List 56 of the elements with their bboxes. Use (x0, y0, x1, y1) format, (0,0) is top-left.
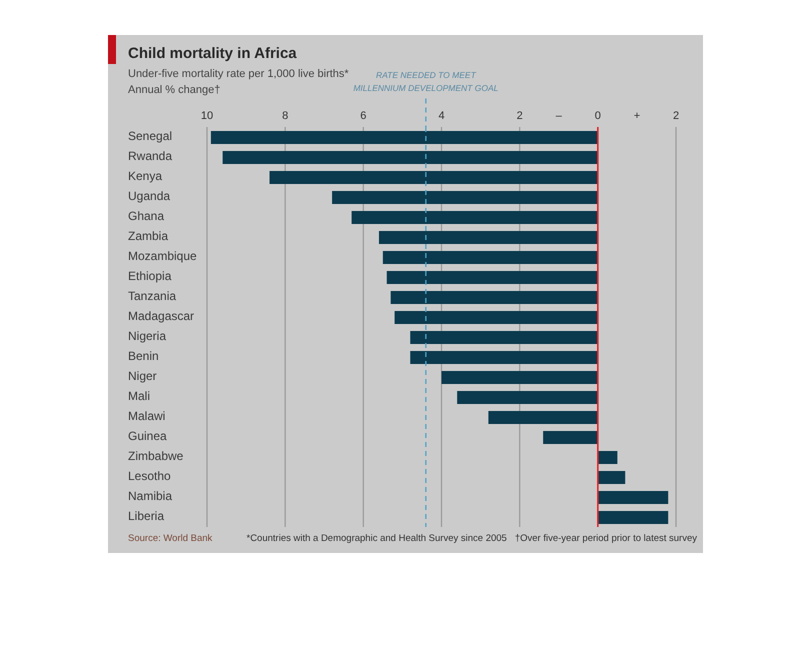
bar (598, 451, 618, 464)
y-tick-label: Malawi (128, 409, 166, 424)
chart-title: Child mortality in Africa (128, 45, 297, 62)
bar (543, 431, 598, 444)
y-tick-label: Ghana (128, 209, 164, 224)
bar (386, 271, 598, 284)
x-tick-label: 2 (516, 110, 523, 122)
bar (270, 171, 598, 184)
y-tick-label: Senegal (128, 129, 172, 144)
y-tick-label: Mali (128, 389, 150, 404)
y-tick-label: Liberia (128, 509, 164, 524)
bar (378, 231, 598, 244)
bar (410, 331, 598, 344)
bar (390, 291, 598, 304)
bar (442, 371, 598, 384)
source-note: Source: World Bank (128, 533, 212, 544)
y-tick-label: Rwanda (128, 149, 172, 164)
y-tick-label: Zambia (128, 229, 168, 244)
y-tick-label: Uganda (128, 189, 170, 204)
x-tick-label: 6 (360, 110, 366, 122)
x-tick-label: – (556, 110, 563, 122)
bar (352, 211, 598, 224)
bar (382, 251, 598, 264)
bar (598, 491, 668, 504)
y-tick-label: Madagascar (128, 309, 194, 324)
bar (598, 511, 668, 524)
y-tick-label: Zimbabwe (128, 449, 184, 464)
x-tick-label: 8 (282, 110, 288, 122)
bar (410, 351, 598, 364)
y-tick-label: Ethiopia (128, 269, 172, 284)
x-tick-label: + (634, 110, 640, 122)
y-tick-label: Niger (128, 369, 157, 384)
ref-line-label: RATE NEEDED TO MEET MILLENNIUM DEVELOPMENT GOAL (353, 70, 499, 93)
bar (210, 131, 598, 144)
y-tick-label: Mozambique (128, 249, 198, 264)
y-tick-label: Nigeria (128, 329, 166, 344)
y-tick-label: Kenya (128, 169, 162, 184)
bar (332, 191, 598, 204)
text: †Over five-year period prior to latest survey (514, 533, 697, 544)
y-tick-label: Lesotho (128, 469, 172, 484)
x-tick-label: 0 (594, 110, 601, 122)
y-tick-label: Namibia (128, 489, 172, 504)
y-tick-label: Benin (128, 349, 159, 364)
bar (598, 471, 626, 484)
x-tick-label: 10 (200, 110, 214, 122)
bar (222, 151, 598, 164)
bar (394, 311, 598, 324)
y-tick-label: Tanzania (128, 289, 176, 304)
bar (457, 391, 598, 404)
x-tick-label: 2 (672, 110, 680, 122)
text: *Countries with a Demographic and Health Survey since 2005 (246, 533, 507, 544)
bar (488, 411, 598, 424)
y-tick-label: Guinea (128, 429, 168, 444)
x-axis-title: Annual % change† (128, 84, 220, 96)
x-tick-label: 4 (438, 110, 445, 122)
chart-subtitle: Under-five mortality rate per 1,000 live births* (128, 68, 349, 80)
